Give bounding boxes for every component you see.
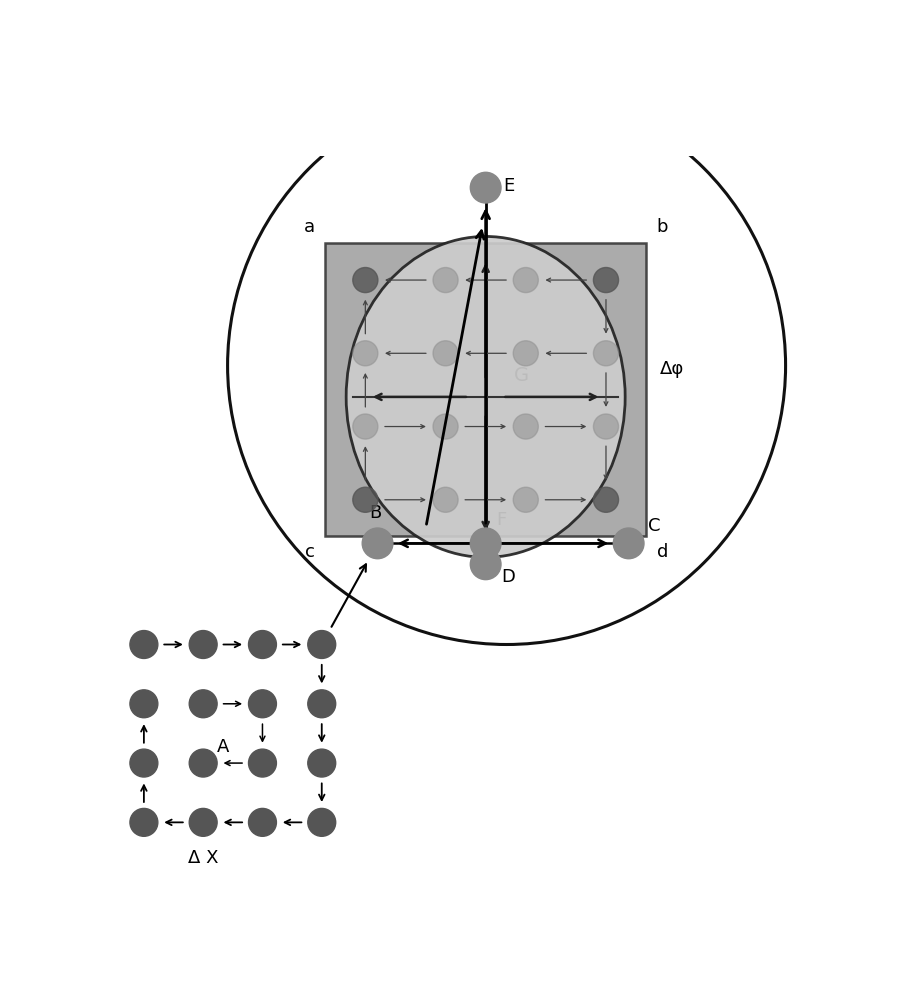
- Circle shape: [130, 631, 158, 658]
- Circle shape: [613, 528, 644, 559]
- Text: F: F: [496, 511, 507, 529]
- Circle shape: [593, 414, 618, 439]
- Circle shape: [248, 631, 276, 658]
- Circle shape: [593, 268, 618, 293]
- Circle shape: [513, 268, 538, 293]
- Circle shape: [353, 341, 378, 366]
- Circle shape: [308, 690, 336, 718]
- Text: D: D: [501, 568, 515, 586]
- Circle shape: [189, 749, 217, 777]
- Ellipse shape: [346, 236, 626, 557]
- Text: C: C: [648, 517, 661, 535]
- Circle shape: [189, 808, 217, 836]
- Circle shape: [353, 487, 378, 512]
- Circle shape: [353, 414, 378, 439]
- Circle shape: [513, 414, 538, 439]
- Text: c: c: [305, 543, 315, 561]
- Circle shape: [433, 268, 458, 293]
- Circle shape: [433, 487, 458, 512]
- Circle shape: [248, 690, 276, 718]
- Circle shape: [433, 414, 458, 439]
- Text: a: a: [303, 218, 315, 236]
- Circle shape: [513, 487, 538, 512]
- Circle shape: [513, 341, 538, 366]
- Text: Δφ: Δφ: [660, 360, 684, 378]
- Circle shape: [471, 549, 501, 580]
- Text: Δ X: Δ X: [188, 849, 219, 867]
- Circle shape: [433, 341, 458, 366]
- Circle shape: [593, 487, 618, 512]
- Circle shape: [471, 528, 501, 559]
- Circle shape: [130, 808, 158, 836]
- Circle shape: [308, 749, 336, 777]
- Text: G: G: [514, 366, 528, 385]
- Circle shape: [308, 808, 336, 836]
- Circle shape: [248, 749, 276, 777]
- Text: B: B: [369, 504, 382, 522]
- Circle shape: [308, 631, 336, 658]
- Text: A: A: [217, 738, 230, 756]
- Circle shape: [593, 341, 618, 366]
- Circle shape: [362, 528, 393, 559]
- Circle shape: [353, 268, 378, 293]
- Circle shape: [130, 690, 158, 718]
- Circle shape: [189, 690, 217, 718]
- Text: E: E: [503, 177, 515, 195]
- Text: b: b: [657, 218, 668, 236]
- Circle shape: [248, 808, 276, 836]
- Circle shape: [471, 172, 501, 203]
- Circle shape: [189, 631, 217, 658]
- Text: d: d: [657, 543, 668, 561]
- Circle shape: [130, 749, 158, 777]
- Bar: [325, 243, 646, 536]
